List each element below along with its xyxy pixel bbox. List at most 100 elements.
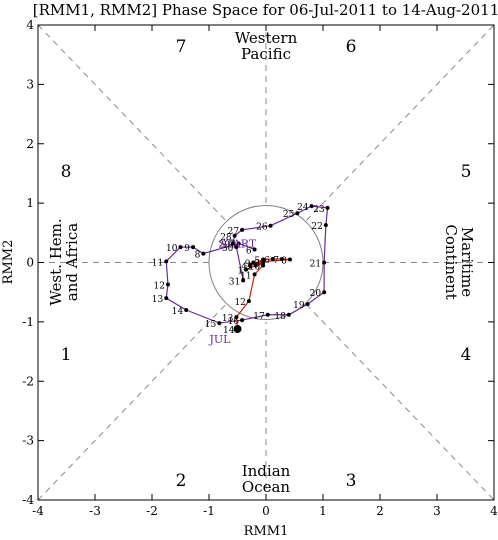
- start-label: START: [219, 237, 257, 250]
- day-label-jul-25: 25: [283, 210, 295, 220]
- point-jul-13: [164, 296, 169, 301]
- point-aug-7: [279, 256, 284, 261]
- day-label-aug-7: 7: [273, 256, 279, 266]
- point-jul-26: [268, 223, 273, 228]
- day-label-jul-20: 20: [310, 289, 322, 299]
- region-label-left-1: West. Hem.: [47, 218, 65, 305]
- day-label-jul-13: 13: [152, 295, 164, 305]
- region-label-right-2: Continent: [442, 224, 460, 299]
- day-label-jul-10: 10: [166, 244, 178, 254]
- point-aug-11: [252, 272, 257, 277]
- point-aug-12: [246, 299, 251, 304]
- y-tick-label: 1: [26, 196, 34, 210]
- day-label-aug-14: 14: [223, 326, 235, 336]
- phase-number-5: 5: [461, 162, 472, 182]
- month-label-jul: JUL: [209, 333, 232, 346]
- point-jul-16: [240, 318, 245, 323]
- point-jul-8: [201, 251, 206, 256]
- phase-number-7: 7: [176, 37, 187, 57]
- guide-line-3: [305, 304, 495, 501]
- point-jul-25: [295, 211, 300, 216]
- phase-number-6: 6: [346, 37, 357, 57]
- day-label-jul-28: 28: [220, 233, 232, 243]
- phase-number-1: 1: [61, 345, 72, 365]
- end-marker: [233, 325, 242, 333]
- region-label-top-2: Pacific: [241, 45, 291, 63]
- day-label-aug-11: 11: [240, 271, 251, 281]
- point-aug-1: [244, 267, 249, 272]
- day-label-jul-22: 22: [311, 222, 322, 232]
- phase-tracks: [165, 205, 329, 330]
- point-jul-23: [325, 205, 330, 210]
- phase-points: [164, 204, 330, 331]
- day-label-jul-18: 18: [274, 312, 286, 322]
- day-label-aug-2: 2: [247, 262, 253, 272]
- point-aug-6: [270, 256, 275, 261]
- point-aug-9: [251, 260, 256, 265]
- point-jul-29: [230, 241, 235, 246]
- phase-number-4: 4: [461, 345, 472, 365]
- point-jul-31: [241, 278, 246, 283]
- x-tick-label: 2: [376, 504, 384, 518]
- point-aug-5: [261, 257, 266, 262]
- day-label-jul-8: 8: [195, 251, 201, 261]
- x-tick-label: 0: [262, 504, 270, 518]
- x-axis-label: RMM1: [244, 524, 289, 539]
- day-label-jul-31: 31: [229, 277, 240, 287]
- y-tick-label: 3: [26, 77, 34, 91]
- day-label-jul-14: 14: [172, 307, 184, 317]
- y-tick-label: 0: [26, 256, 34, 270]
- day-label-jul-30: 30: [222, 244, 234, 254]
- point-jul-14: [184, 308, 189, 312]
- day-label-jul-27: 27: [228, 227, 240, 237]
- y-tick-label: 4: [26, 18, 34, 32]
- y-tick-label: 2: [26, 137, 34, 151]
- point-jul-12: [165, 282, 170, 287]
- point-jul-7: [236, 241, 241, 246]
- y-tick-label: -2: [22, 374, 34, 388]
- day-label-aug-8: 8: [281, 257, 287, 267]
- guide-line-0: [37, 304, 227, 501]
- track-aug: [235, 258, 290, 330]
- day-label-jul-23: 23: [313, 205, 325, 215]
- day-label-aug-10: 10: [249, 262, 261, 272]
- point-aug-2: [253, 263, 258, 268]
- day-label-jul-7: 7: [230, 241, 236, 251]
- x-tick-label: -3: [89, 504, 101, 518]
- point-aug-8: [287, 257, 292, 262]
- day-label-jul-11: 11: [152, 258, 163, 268]
- day-label-jul-17: 17: [253, 312, 265, 322]
- x-tick-label: -2: [146, 504, 158, 518]
- guide-line-2: [37, 24, 227, 221]
- guide-line-1: [305, 24, 495, 221]
- y-tick-label: -4: [22, 493, 34, 507]
- day-label-jul-9: 9: [184, 244, 190, 254]
- x-tick-label: -1: [203, 504, 215, 518]
- x-tick-label: 4: [490, 504, 498, 518]
- day-label-aug-5: 5: [254, 257, 260, 267]
- point-aug-3: [261, 260, 266, 265]
- day-label-jul-29: 29: [218, 241, 230, 251]
- point-jul-9: [191, 245, 196, 250]
- region-label-top-1: Western: [235, 29, 298, 47]
- point-aug-10: [261, 263, 266, 268]
- point-jul-21: [322, 260, 327, 265]
- chart-title: [RMM1, RMM2] Phase Space for 06-Jul-2011…: [33, 1, 498, 19]
- point-jul-27: [240, 227, 245, 232]
- x-tick-label: -4: [32, 504, 44, 518]
- point-aug-4: [248, 263, 253, 268]
- region-label-right-1: Maritime: [458, 227, 476, 297]
- day-label-aug-12: 12: [234, 298, 245, 308]
- point-jul-24: [309, 204, 314, 209]
- point-aug-13: [234, 315, 239, 320]
- point-jul-19: [305, 302, 310, 307]
- region-label-bottom-2: Ocean: [242, 478, 291, 496]
- y-tick-label: -3: [22, 434, 34, 448]
- day-label-jul-15: 15: [205, 320, 217, 330]
- phase-number-2: 2: [176, 471, 187, 491]
- phase-number-3: 3: [346, 471, 357, 491]
- point-jul-18: [286, 312, 291, 317]
- point-jul-28: [232, 233, 237, 238]
